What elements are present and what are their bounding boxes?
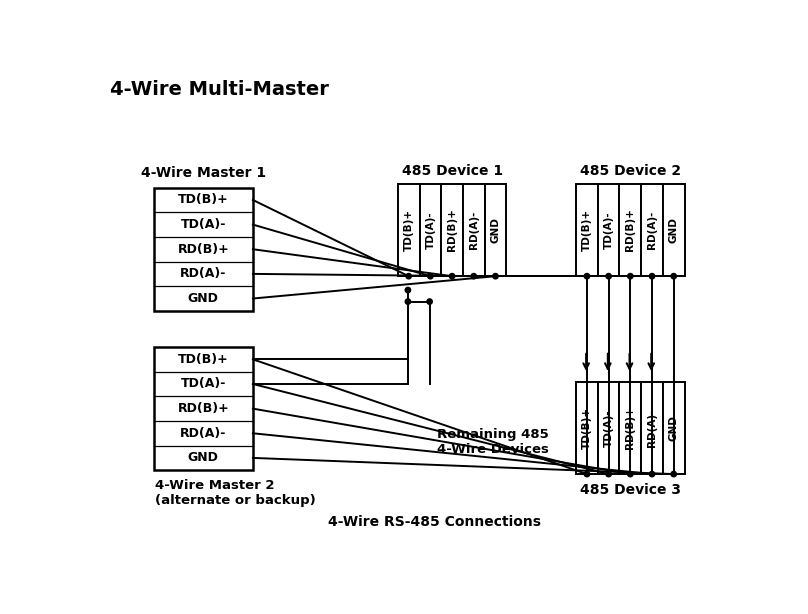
Bar — [663, 382, 684, 474]
Text: GND: GND — [669, 415, 679, 441]
Text: TD(B)+: TD(B)+ — [404, 209, 414, 251]
Text: RD(B)+: RD(B)+ — [178, 243, 229, 256]
Text: GND: GND — [669, 217, 679, 243]
Text: RD(A)-: RD(A)- — [180, 267, 226, 281]
Bar — [485, 184, 507, 276]
Text: GND: GND — [490, 217, 500, 243]
Circle shape — [449, 273, 455, 279]
Text: Remaining 485
4-Wire Devices: Remaining 485 4-Wire Devices — [437, 428, 549, 456]
Circle shape — [628, 273, 633, 279]
Bar — [441, 184, 463, 276]
Bar — [398, 184, 419, 276]
Text: TD(A)-: TD(A)- — [604, 409, 613, 447]
Text: 485 Device 3: 485 Device 3 — [580, 483, 681, 497]
Bar — [576, 382, 598, 474]
Bar — [419, 184, 441, 276]
Circle shape — [628, 472, 633, 477]
Circle shape — [405, 287, 410, 293]
Circle shape — [584, 273, 590, 279]
Text: RD(A)-: RD(A)- — [647, 409, 657, 447]
Circle shape — [606, 472, 612, 477]
Text: RD(B)+: RD(B)+ — [625, 406, 635, 449]
Text: TD(B)+: TD(B)+ — [582, 407, 592, 449]
Bar — [463, 184, 485, 276]
Text: GND: GND — [188, 451, 219, 464]
Bar — [620, 382, 642, 474]
Circle shape — [584, 472, 590, 477]
Bar — [154, 188, 253, 311]
Circle shape — [650, 273, 654, 279]
Circle shape — [671, 472, 676, 477]
Text: RD(A)-: RD(A)- — [469, 211, 479, 249]
Text: GND: GND — [188, 292, 219, 305]
Text: 4-Wire Multi-Master: 4-Wire Multi-Master — [111, 80, 329, 99]
Text: 4-Wire RS-485 Connections: 4-Wire RS-485 Connections — [328, 515, 541, 529]
Text: RD(A)-: RD(A)- — [180, 427, 226, 440]
Text: TD(B)+: TD(B)+ — [178, 193, 229, 206]
Bar — [598, 382, 620, 474]
Circle shape — [650, 472, 654, 477]
Text: 485 Device 1: 485 Device 1 — [402, 163, 503, 177]
Bar — [663, 184, 684, 276]
Text: TD(B)+: TD(B)+ — [582, 209, 592, 251]
Bar — [642, 382, 663, 474]
Text: RD(B)+: RD(B)+ — [447, 209, 457, 251]
Bar — [576, 184, 598, 276]
Bar — [620, 184, 642, 276]
Circle shape — [493, 273, 499, 279]
Circle shape — [606, 273, 612, 279]
Circle shape — [671, 273, 676, 279]
Text: TD(B)+: TD(B)+ — [178, 353, 229, 366]
Circle shape — [427, 299, 432, 305]
Text: 485 Device 2: 485 Device 2 — [580, 163, 681, 177]
Text: RD(A)-: RD(A)- — [647, 211, 657, 249]
Text: 4-Wire Master 1: 4-Wire Master 1 — [141, 166, 266, 180]
Circle shape — [427, 273, 433, 279]
Bar — [642, 184, 663, 276]
Text: TD(A)-: TD(A)- — [604, 211, 613, 249]
Circle shape — [471, 273, 477, 279]
Text: TD(A)-: TD(A)- — [425, 211, 436, 249]
Bar — [154, 347, 253, 470]
Circle shape — [406, 273, 411, 279]
Bar — [598, 184, 620, 276]
Text: RD(B)+: RD(B)+ — [178, 402, 229, 415]
Text: 4-Wire Master 2
(alternate or backup): 4-Wire Master 2 (alternate or backup) — [155, 480, 316, 507]
Text: TD(A)-: TD(A)- — [181, 378, 226, 391]
Circle shape — [405, 299, 410, 305]
Text: TD(A)-: TD(A)- — [181, 218, 226, 231]
Text: RD(B)+: RD(B)+ — [625, 209, 635, 251]
